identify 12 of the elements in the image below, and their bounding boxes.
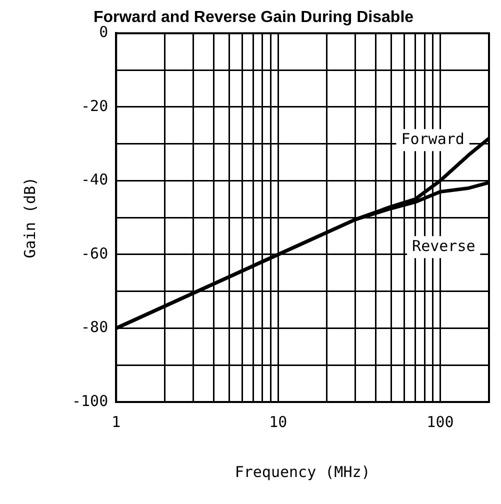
y-axis-title: Gain (dB)	[20, 176, 39, 258]
y-tick-label: -100	[72, 392, 108, 410]
y-tick-label: -40	[81, 170, 108, 189]
y-tick-label: -20	[81, 96, 108, 115]
x-tick-label: 100	[426, 412, 454, 431]
text: Reverse	[412, 236, 476, 255]
y-tick-label: -80	[81, 318, 108, 336]
series-label: Forward	[401, 130, 464, 148]
y-tick-label: -60	[81, 244, 108, 262]
x-tick-label: 1	[112, 412, 121, 431]
x-tick-label: 10	[269, 412, 288, 431]
x-axis-title: Frequency (MHz)	[234, 462, 370, 481]
